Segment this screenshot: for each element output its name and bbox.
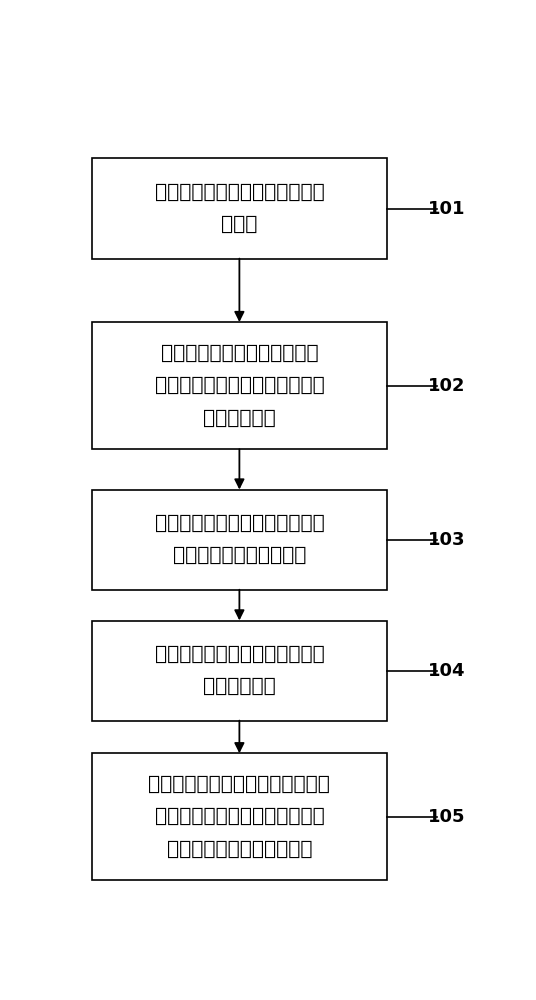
Text: 调节特征点，使压力导数曲线、压: 调节特征点，使压力导数曲线、压 — [148, 775, 330, 794]
Text: 学模型: 学模型 — [221, 215, 258, 234]
Text: 数学模型，进而计算井底压力与: 数学模型，进而计算井底压力与 — [154, 376, 324, 395]
Text: 合，进而计算试井解释信息: 合，进而计算试井解释信息 — [167, 840, 312, 859]
Bar — [92, 158, 387, 259]
Bar — [92, 322, 387, 449]
Bar — [92, 490, 387, 590]
Bar — [92, 753, 387, 880]
Text: 求解体积压裂水平井分区渗流: 求解体积压裂水平井分区渗流 — [161, 344, 318, 363]
Text: 101: 101 — [428, 200, 466, 218]
Text: 104: 104 — [428, 662, 466, 680]
Text: 力曲线与对应的实测试井曲线重: 力曲线与对应的实测试井曲线重 — [154, 807, 324, 826]
Text: 建立体积压裂水平井分区渗流数: 建立体积压裂水平井分区渗流数 — [154, 183, 324, 202]
Bar — [92, 620, 387, 721]
Text: 103: 103 — [428, 531, 466, 549]
Text: 105: 105 — [428, 808, 466, 826]
Text: 根据体积压裂水平井井底压力导: 根据体积压裂水平井井底压力导 — [154, 514, 324, 533]
Text: 数曲线，确定多个特征点: 数曲线，确定多个特征点 — [173, 546, 306, 565]
Text: 的拟合表达式: 的拟合表达式 — [203, 677, 276, 696]
Text: 建立每个特征点与试井解释信息: 建立每个特征点与试井解释信息 — [154, 645, 324, 664]
Text: 井底压力导数: 井底压力导数 — [203, 408, 276, 427]
Text: 102: 102 — [428, 377, 466, 395]
